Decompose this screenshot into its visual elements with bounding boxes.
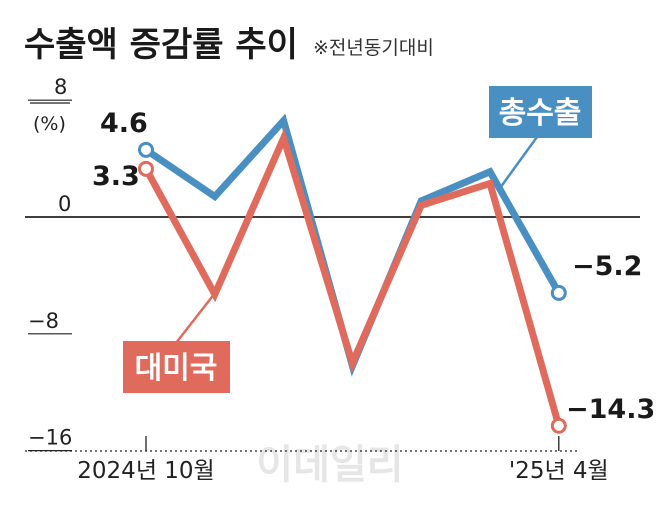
data-labels: 4.6 −5.2 3.3 −14.3 [92,108,655,425]
y-tick-label: 8 [54,75,67,99]
y-tick-label: −8 [28,309,59,333]
chart-title: 수출액 증감률 추이 [24,25,298,65]
data-label-total: 4.6 [100,108,148,139]
data-label-total: −5.2 [572,251,642,282]
series-name-us: 대미국 [135,351,218,386]
callout-line-us [175,292,216,344]
y-tick-label: 0 [58,192,71,216]
x-tick-label: '25년 4월 [509,458,609,484]
x-tick-label: 2024년 10월 [77,458,214,484]
series-line-total [144,113,562,377]
data-label-us: 3.3 [92,161,140,192]
series-point-total [550,284,567,301]
data-label-us: −14.3 [566,394,655,425]
series-name-box-us [123,341,230,393]
watermark: 이데일리 [256,442,403,488]
y-tick-label: −16 [28,426,72,450]
callout-line-total [498,136,539,189]
series-name-box-total [489,86,592,138]
series-name-total: 총수출 [499,96,582,131]
series-point-us [550,417,567,434]
series-point-us [138,160,154,177]
chart-subtitle: ※전년동기대비 [313,37,434,59]
y-unit-label: (%) [33,113,66,135]
series-point-total [138,141,154,158]
x-axis: 2024년 10월 '25년 4월 [77,436,609,484]
